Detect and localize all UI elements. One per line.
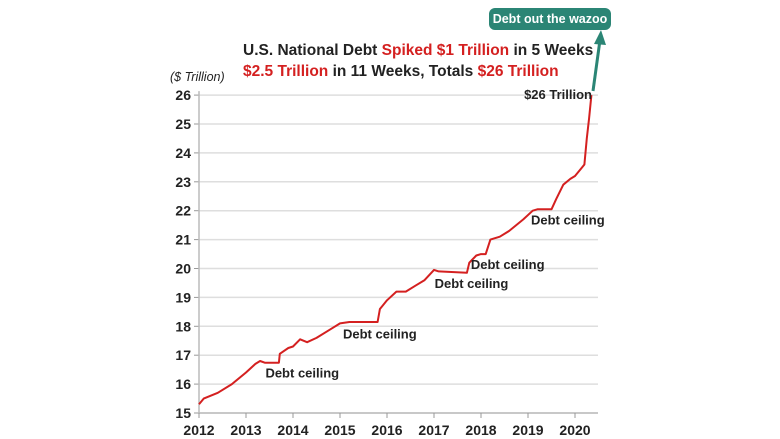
y-tick-label: 16 xyxy=(175,376,191,392)
x-tick-label: 2019 xyxy=(512,422,543,438)
y-tick-label: 25 xyxy=(175,116,191,132)
x-tick-label: 2017 xyxy=(418,422,449,438)
title-part: Spiked $1 Trillion xyxy=(381,42,510,59)
callout-arrow-head-icon xyxy=(594,30,606,45)
x-tick-label: 2014 xyxy=(277,422,308,438)
y-axis-label: ($ Trillion) xyxy=(170,70,225,84)
y-tick-label: 26 xyxy=(175,87,191,103)
y-tick-label: 17 xyxy=(175,347,191,363)
chart-title: U.S. National Debt Spiked $1 Trillion in… xyxy=(243,40,593,82)
y-tick-label: 19 xyxy=(175,289,191,305)
debt-ceiling-annotation: Debt ceiling xyxy=(531,212,605,227)
debt-ceiling-annotation: Debt ceiling xyxy=(343,327,417,342)
debt-ceiling-annotation: Debt ceiling xyxy=(265,366,339,381)
callout-arrow-shaft xyxy=(591,39,602,92)
title-line-1: U.S. National Debt Spiked $1 Trillion in… xyxy=(243,40,593,61)
y-tick-label: 15 xyxy=(175,405,191,421)
debt-line xyxy=(198,95,593,405)
x-tick-label: 2016 xyxy=(371,422,402,438)
total-annotation: $26 Trillion xyxy=(524,87,592,102)
y-tick-label: 24 xyxy=(175,145,191,161)
title-part: in 5 Weeks xyxy=(509,42,594,59)
x-tick-label: 2012 xyxy=(183,422,214,438)
x-tick-label: 2013 xyxy=(230,422,261,438)
title-part: U.S. National Debt xyxy=(243,42,382,59)
x-tick-label: 2015 xyxy=(324,422,355,438)
title-line-2: $2.5 Trillion in 11 Weeks, Totals $26 Tr… xyxy=(243,61,593,82)
title-part: $2.5 Trillion xyxy=(243,63,329,80)
title-part: $26 Trillion xyxy=(477,63,559,80)
debt-ceiling-annotation: Debt ceiling xyxy=(471,257,545,272)
y-tick-label: 22 xyxy=(175,203,191,219)
title-part: in 11 Weeks, Totals xyxy=(328,63,478,80)
debt-ceiling-annotation: Debt ceiling xyxy=(435,276,509,291)
callout-badge: Debt out the wazoo xyxy=(489,8,611,30)
y-tick-label: 20 xyxy=(175,261,191,277)
y-tick-label: 21 xyxy=(175,232,191,248)
y-tick-label: 18 xyxy=(175,318,191,334)
x-tick-label: 2020 xyxy=(559,422,590,438)
y-tick-label: 23 xyxy=(175,174,191,190)
x-tick-label: 2018 xyxy=(465,422,496,438)
